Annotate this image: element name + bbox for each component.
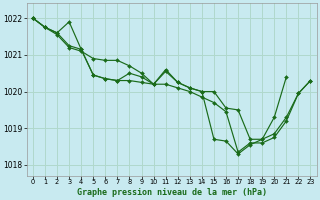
X-axis label: Graphe pression niveau de la mer (hPa): Graphe pression niveau de la mer (hPa) [77,188,267,197]
